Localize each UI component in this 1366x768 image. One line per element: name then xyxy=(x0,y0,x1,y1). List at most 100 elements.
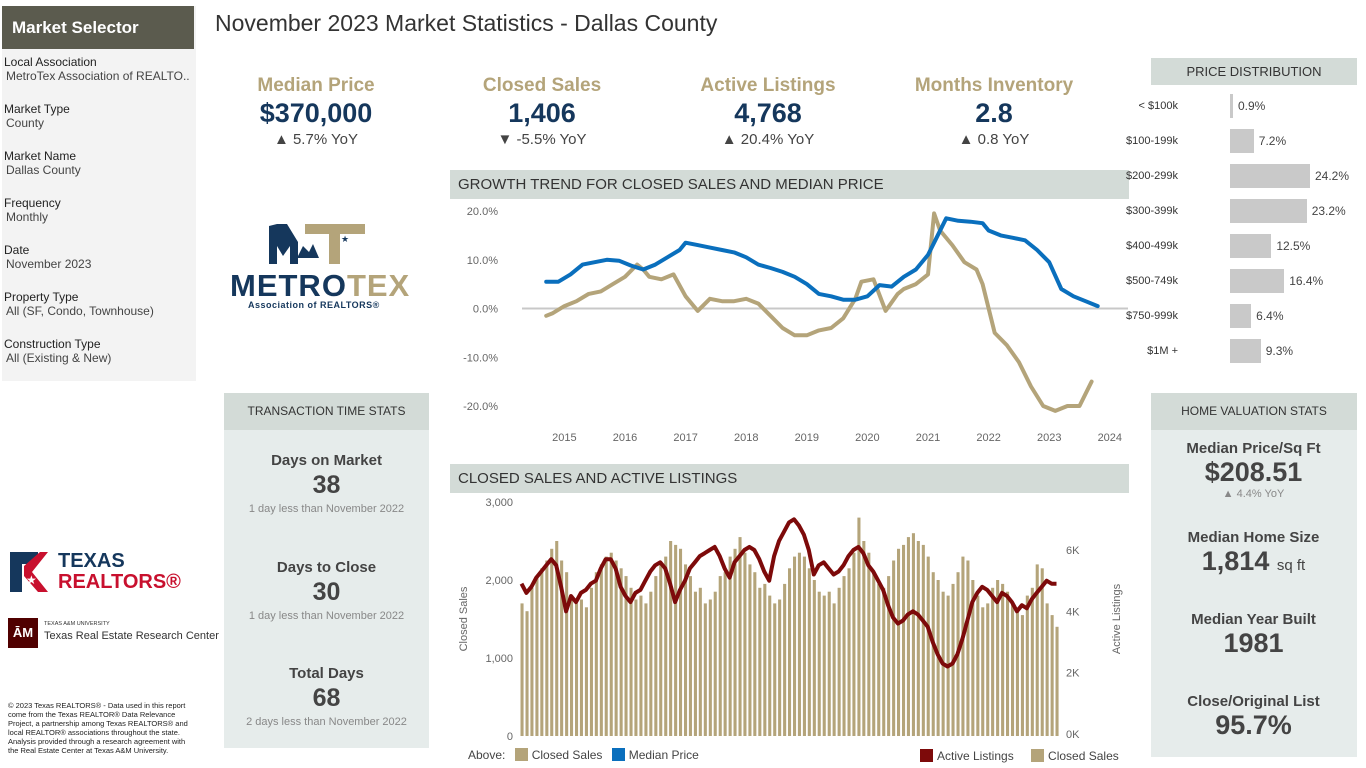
filter-value[interactable]: Dallas County xyxy=(6,163,81,177)
kpi-months-inventory: Months Inventory 2.8 ▲ 0.8 YoY xyxy=(894,75,1094,148)
x-tick-label: 2021 xyxy=(916,432,940,444)
metrotex-wordmark: METROTEX xyxy=(230,268,411,303)
hv-sub: ▲ 4.4% YoY xyxy=(1222,488,1285,500)
hv-label: Close/Original List xyxy=(1187,693,1320,710)
metrotex-logo: ★ METROTEX Association of REALTORS® xyxy=(225,220,415,312)
filter-value[interactable]: MetroTex Association of REALTO.. xyxy=(6,69,190,83)
closed-sales-bar xyxy=(644,603,648,736)
filter-value[interactable]: All (Existing & New) xyxy=(6,351,112,365)
y2-tick-label: 0K xyxy=(1066,729,1080,741)
stat-label: Days on Market xyxy=(271,452,382,469)
transaction-stats-header: TRANSACTION TIME STATS xyxy=(224,393,429,430)
filter-value[interactable]: All (SF, Condo, Townhouse) xyxy=(6,304,154,318)
price-distribution-row: $1M + 9.3% xyxy=(1147,337,1357,365)
median-price-line xyxy=(544,216,1100,309)
kpi-value: 2.8 xyxy=(975,98,1013,128)
legend-item: Active Listings xyxy=(937,749,1014,763)
closed-sales-bar xyxy=(589,587,593,736)
price-distribution-row: $200-299k 24.2% xyxy=(1126,162,1357,190)
y-tick-label: 2,000 xyxy=(485,575,513,587)
closed-sales-bar xyxy=(842,576,846,736)
closed-sales-bar xyxy=(931,572,935,736)
filter-value[interactable]: November 2023 xyxy=(6,257,92,271)
hv-label: Median Price/Sq Ft xyxy=(1186,440,1321,457)
closed-sales-bar xyxy=(961,556,965,736)
price-distribution-value: 9.3% xyxy=(1265,344,1294,358)
closed-sales-bar xyxy=(634,599,638,736)
y-tick-label: 10.0% xyxy=(467,255,498,267)
closed-sales-bar xyxy=(996,580,1000,736)
price-distribution-bar xyxy=(1230,339,1261,363)
x-tick-label: 2024 xyxy=(1098,432,1122,444)
closed-sales-bar xyxy=(897,548,901,736)
stat-label: Days to Close xyxy=(276,559,377,576)
home-valuation-panel xyxy=(1151,430,1357,757)
stat-value: 38 xyxy=(312,471,341,499)
x-tick-label: 2020 xyxy=(855,432,879,444)
closed-sales-bar xyxy=(555,541,559,736)
closed-sales-bar xyxy=(688,576,692,736)
closed-sales-bar xyxy=(654,576,658,736)
closed-sales-bar xyxy=(565,572,569,736)
growth-trend-header: GROWTH TREND FOR CLOSED SALES AND MEDIAN… xyxy=(450,170,1129,199)
closed-sales-bar xyxy=(604,556,608,736)
price-distribution-value: 24.2% xyxy=(1315,169,1350,183)
hv-value: 1,814 xyxy=(1201,546,1270,576)
home-valuation-header: HOME VALUATION STATS xyxy=(1151,393,1357,430)
closed-active-header: CLOSED SALES AND ACTIVE LISTINGS xyxy=(450,464,1129,493)
closed-sales-bar xyxy=(550,548,554,736)
kpi-label: Months Inventory xyxy=(914,75,1074,96)
closed-sales-bar xyxy=(1011,603,1015,736)
closed-sales-bar xyxy=(649,591,653,736)
stat-total-days: Total Days 68 2 days less than November … xyxy=(224,665,429,728)
filter-label: Local Association xyxy=(4,55,97,69)
kpi-change: ▲ 5.7% YoY xyxy=(273,131,359,148)
closed-sales-bar xyxy=(669,541,673,736)
kpi-label: Active Listings xyxy=(700,75,836,96)
closed-sales-bar xyxy=(1025,595,1029,736)
closed-sales-bar xyxy=(867,552,871,736)
hv-value: 1981 xyxy=(1223,628,1284,658)
closed-sales-bar xyxy=(1040,568,1044,736)
closed-sales-bar xyxy=(1035,564,1039,736)
price-range-label: $1M + xyxy=(1147,345,1178,357)
closed-sales-bar xyxy=(857,517,861,736)
texas-realtors-logo: ★ TEXAS REALTORS® xyxy=(8,550,198,594)
closed-sales-bar xyxy=(862,541,866,736)
closed-sales-bar xyxy=(906,537,910,736)
kpi-label: Median Price xyxy=(257,75,375,96)
closed-sales-bar xyxy=(802,556,806,736)
kpi-active-listings: Active Listings 4,768 ▲ 20.4% YoY xyxy=(668,75,868,148)
closed-sales-bar xyxy=(1001,583,1005,736)
closed-sales-bar xyxy=(852,552,856,736)
closed-sales-bar xyxy=(763,583,767,736)
legend-above-label: Above: xyxy=(468,748,506,762)
stat-sub: 2 days less than November 2022 xyxy=(246,716,407,728)
closed-sales-bar xyxy=(1045,603,1049,736)
kpi-change: ▼ -5.5% YoY xyxy=(497,131,587,148)
legend-item: Median Price xyxy=(628,748,699,762)
filter-label: Property Type xyxy=(4,290,79,304)
closed-sales-bar xyxy=(902,544,906,736)
filter-value[interactable]: County xyxy=(6,116,45,130)
price-distribution-row: $100-199k 7.2% xyxy=(1126,127,1357,155)
closed-sales-bar xyxy=(575,603,579,736)
filter-value[interactable]: Monthly xyxy=(6,210,49,224)
closed-sales-bar xyxy=(916,541,920,736)
closed-sales-bar xyxy=(778,599,782,736)
closed-sales-bar xyxy=(693,591,697,736)
y2-axis-label: Active Listings xyxy=(1111,583,1123,654)
closed-sales-bar xyxy=(540,568,544,736)
closed-sales-bar xyxy=(525,611,529,736)
closed-sales-bar xyxy=(614,560,618,736)
closed-sales-bar xyxy=(788,568,792,736)
tamu-line2: Texas Real Estate Research Center xyxy=(44,630,219,642)
closed-sales-bar xyxy=(971,580,975,736)
closed-sales-bar xyxy=(872,572,876,736)
closed-sales-bar xyxy=(738,537,742,736)
closed-sales-bar xyxy=(976,595,980,736)
closed-sales-bar xyxy=(986,603,990,736)
closed-sales-bar xyxy=(1006,591,1010,736)
closed-sales-bar xyxy=(877,583,881,736)
closed-sales-bar xyxy=(887,576,891,736)
